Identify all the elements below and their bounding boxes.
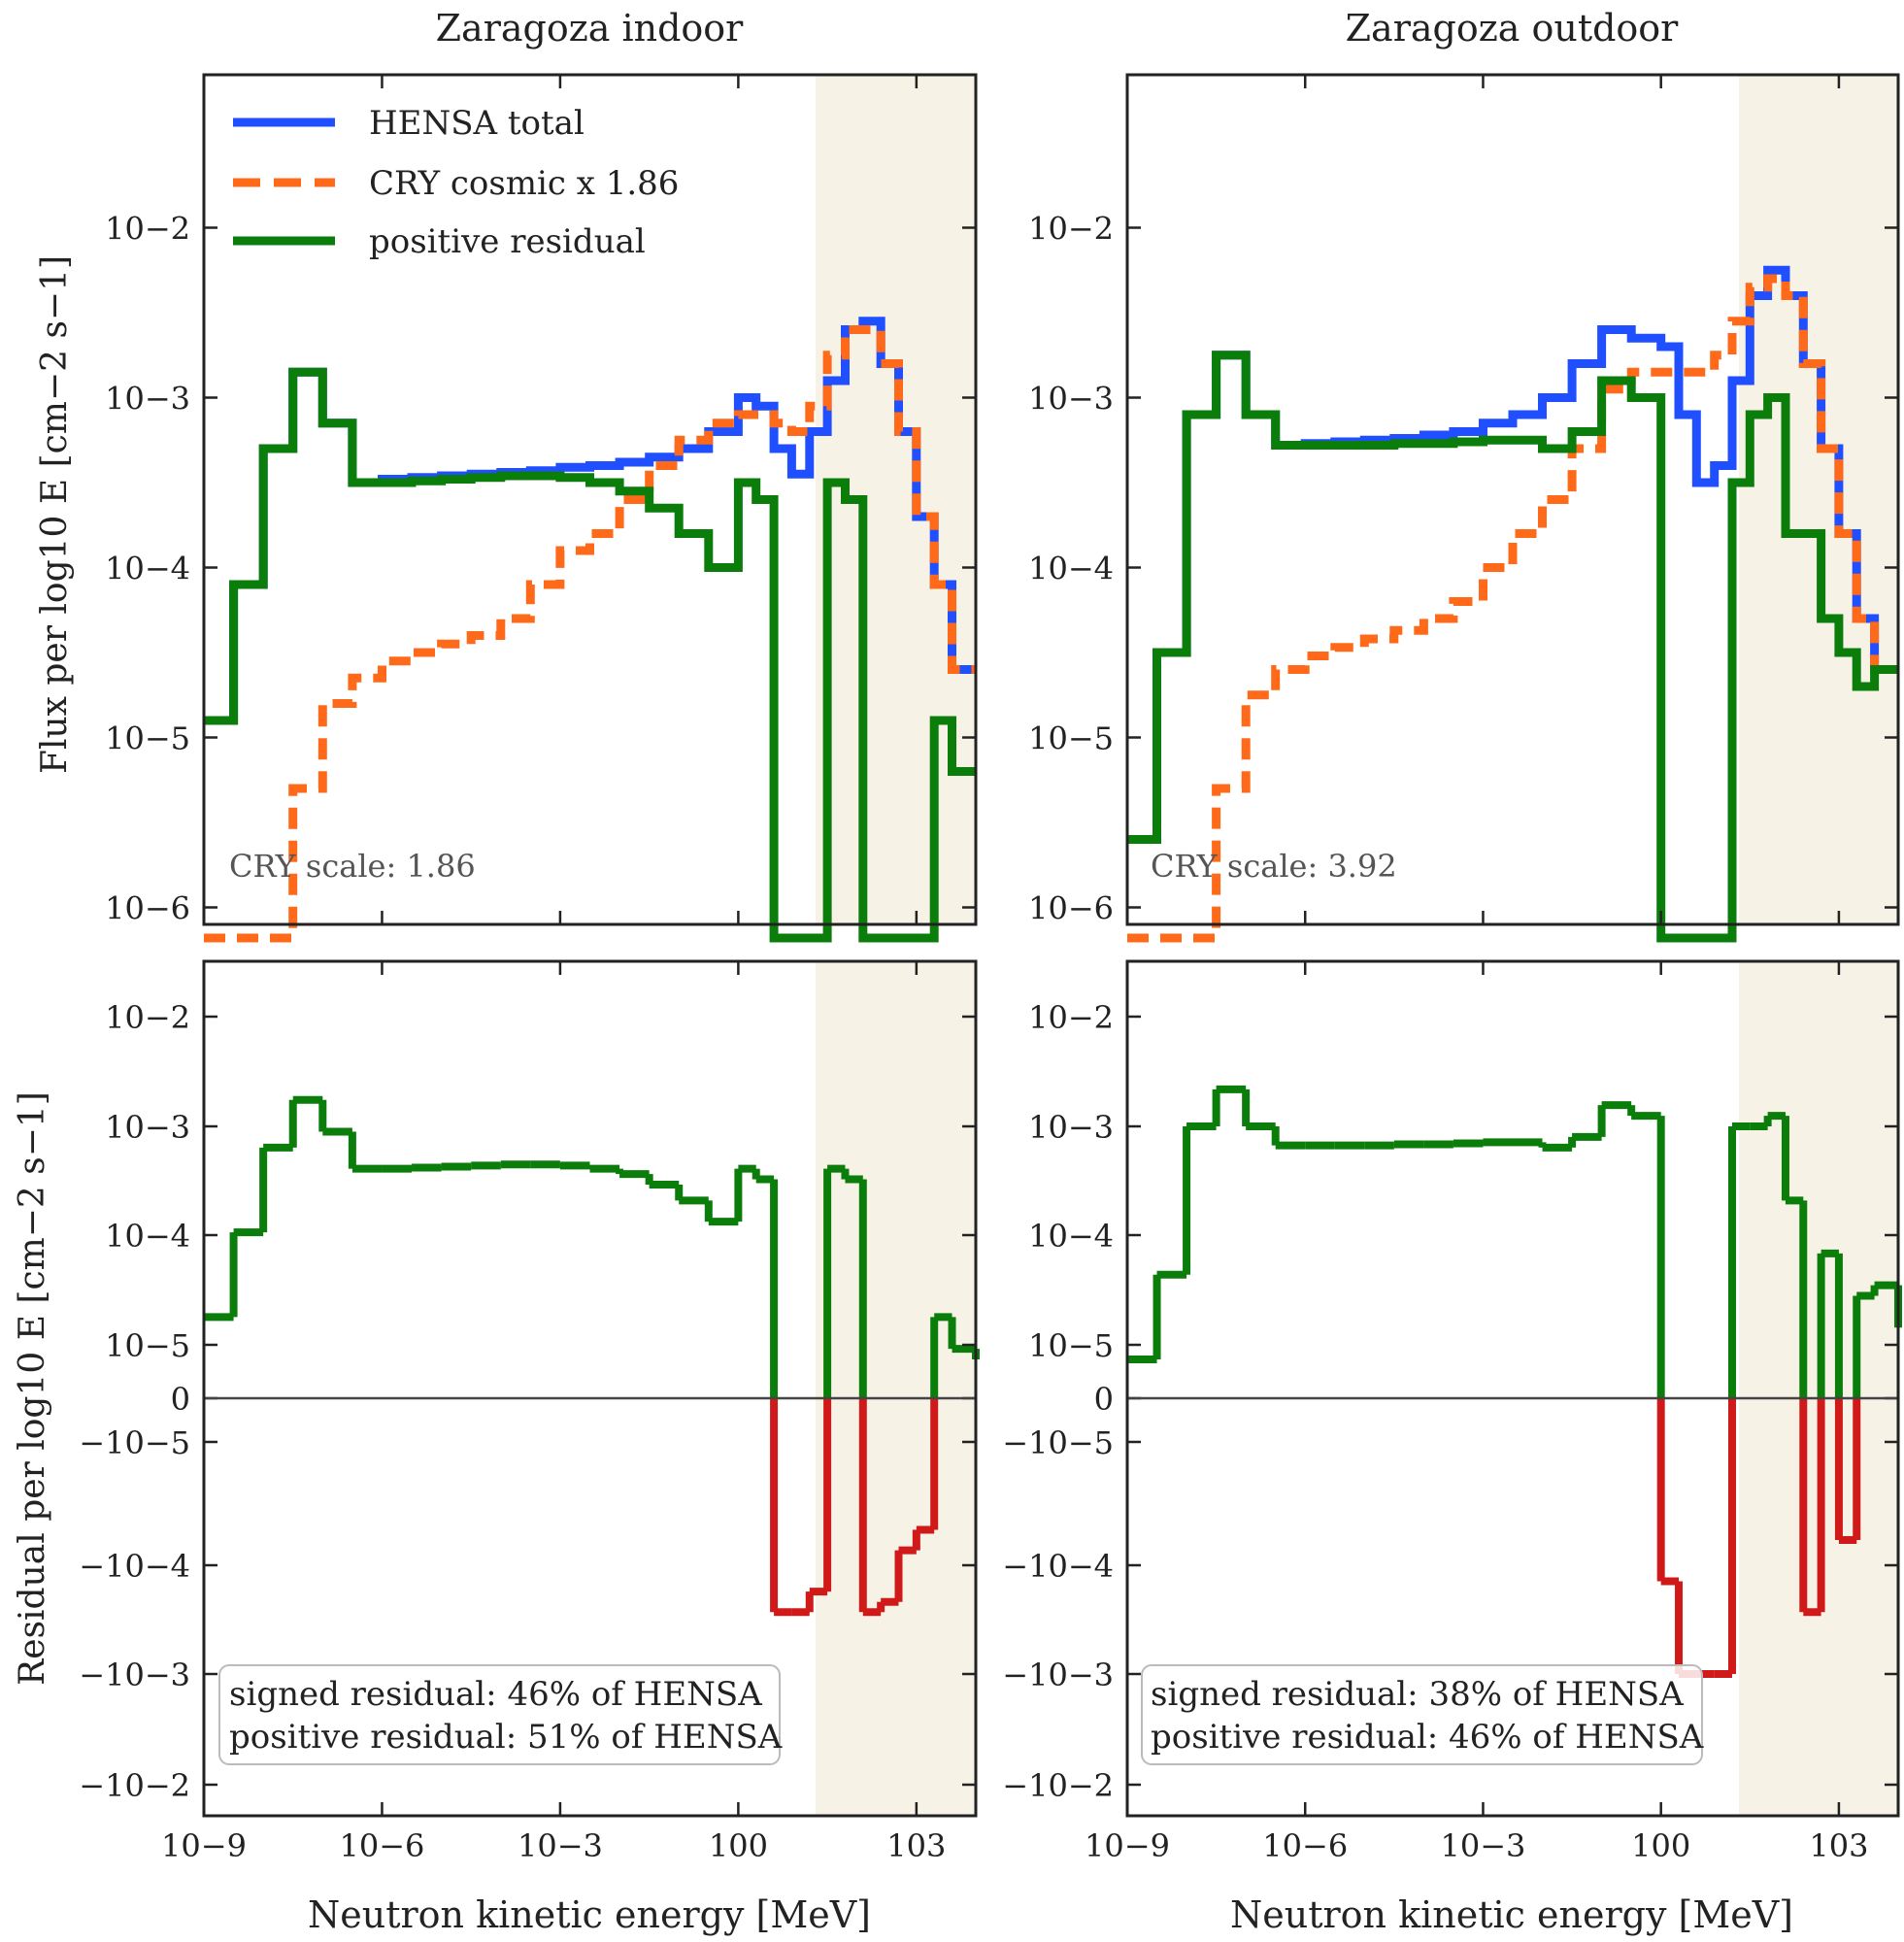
x-axis-label-right: Neutron kinetic energy [MeV] (1230, 1893, 1793, 1936)
tick-layer: 10−2 10−3 10−4 10−5 10−6 10−2 10−3 10−4 10−5 0 −10… (79, 75, 1898, 1864)
cry-scale-note-indoor: CRY scale: 1.86 (229, 848, 476, 885)
series-layer (204, 265, 1902, 1678)
flux-y-axis-label: Flux per log10 E [cm−2 s−1] (35, 255, 75, 774)
legend-label-positive: positive residual (369, 222, 646, 261)
axes-frame-top-left (202, 73, 978, 926)
res-y-tick-label-1-7: −10−3 (79, 1657, 190, 1693)
res-y-tick-label-2-5: −10−5 (1002, 1424, 1114, 1461)
res-y-tick-label-1-1: 10−3 (105, 1109, 190, 1146)
x-tick-label-2-3: 100 (1631, 1827, 1690, 1864)
summary-signed-indoor: signed residual: 46% of HENSA (229, 1675, 762, 1714)
x-tick-label-2-0: 10−9 (1085, 1827, 1170, 1864)
res-y-tick-label-2-6: −10−4 (1002, 1548, 1114, 1585)
series-positive-panel-1 (204, 367, 976, 943)
res-y-tick-label-2-0: 10−2 (1028, 999, 1114, 1036)
series-cry-panel-1 (204, 325, 976, 943)
panel-title-indoor: Zaragoza indoor (436, 7, 745, 50)
res-y-tick-label-2-2: 10−4 (1028, 1218, 1114, 1255)
res-y-tick-label-1-3: 10−5 (105, 1327, 190, 1364)
shade-top-left (816, 75, 976, 924)
x-tick-label-1-0: 10−9 (161, 1827, 247, 1864)
flux-y-tick-label-2-2: 10−4 (1028, 551, 1114, 587)
flux-y-tick-label-2-0: 10−2 (1028, 211, 1114, 248)
x-tick-label-1-3: 100 (709, 1827, 768, 1864)
x-tick-label-1-2: 10−3 (518, 1827, 603, 1864)
res-y-tick-label-2-3: 10−5 (1028, 1327, 1114, 1364)
flux-y-tick-label-2-4: 10−6 (1028, 890, 1114, 927)
axes-frame-bottom-left (202, 959, 978, 1818)
res-y-tick-label-1-5: −10−5 (79, 1424, 190, 1461)
x-tick-label-1-4: 103 (886, 1827, 946, 1864)
res-y-tick-label-2-1: 10−3 (1028, 1109, 1114, 1146)
residual-y-axis-label: Residual per log10 E [cm−2 s−1] (13, 1091, 52, 1686)
flux-y-tick-label-1-0: 10−2 (105, 211, 190, 248)
cry-scale-note-outdoor: CRY scale: 3.92 (1151, 848, 1397, 885)
res-y-tick-label-1-2: 10−4 (105, 1218, 190, 1255)
res-y-tick-label-1-8: −10−2 (79, 1767, 190, 1804)
shade-bottom-left (816, 961, 976, 1816)
summary-signed-outdoor: signed residual: 38% of HENSA (1151, 1675, 1684, 1714)
flux-y-tick-label-2-3: 10−5 (1028, 720, 1114, 757)
flux-y-tick-label-2-1: 10−3 (1028, 381, 1114, 418)
x-tick-label-1-1: 10−6 (340, 1827, 425, 1864)
x-axis-label-left: Neutron kinetic energy [MeV] (308, 1893, 871, 1936)
res-y-tick-label-1-4: 0 (171, 1381, 190, 1418)
flux-y-tick-label-1-4: 10−6 (105, 890, 190, 927)
res-y-tick-label-1-0: 10−2 (105, 999, 190, 1036)
res-y-tick-label-2-4: 0 (1094, 1381, 1114, 1418)
res-y-tick-label-1-6: −10−4 (79, 1548, 190, 1585)
summary-positive-outdoor: positive residual: 46% of HENSA (1151, 1718, 1704, 1757)
legend-label-hensa: HENSA total (369, 104, 585, 143)
residual-summary-box-indoor: signed residual: 46% of HENSA positive r… (218, 1664, 783, 1765)
flux-y-tick-label-1-3: 10−5 (105, 720, 190, 757)
x-tick-label-2-1: 10−6 (1262, 1827, 1348, 1864)
summary-positive-indoor: positive residual: 51% of HENSA (229, 1718, 783, 1757)
residual-summary-box-outdoor: signed residual: 38% of HENSA positive r… (1141, 1664, 1704, 1765)
axes-frame-top-right (1125, 73, 1900, 926)
series-positive-panel-2 (1127, 351, 1898, 943)
axes-frame-bottom-right (1125, 959, 1900, 1818)
res-y-tick-label-2-8: −10−2 (1002, 1767, 1114, 1804)
panel-title-outdoor: Zaragoza outdoor (1346, 7, 1680, 50)
flux-y-tick-label-1-1: 10−3 (105, 381, 190, 418)
x-tick-label-2-4: 103 (1809, 1827, 1868, 1864)
flux-y-tick-label-1-2: 10−4 (105, 551, 190, 587)
legend: HENSA total CRY cosmic x 1.86 positive r… (233, 104, 679, 261)
legend-label-cry: CRY cosmic x 1.86 (369, 164, 679, 203)
x-tick-label-2-2: 10−3 (1441, 1827, 1526, 1864)
res-y-tick-label-2-7: −10−3 (1002, 1657, 1114, 1693)
shade-top-right (1739, 75, 1898, 924)
